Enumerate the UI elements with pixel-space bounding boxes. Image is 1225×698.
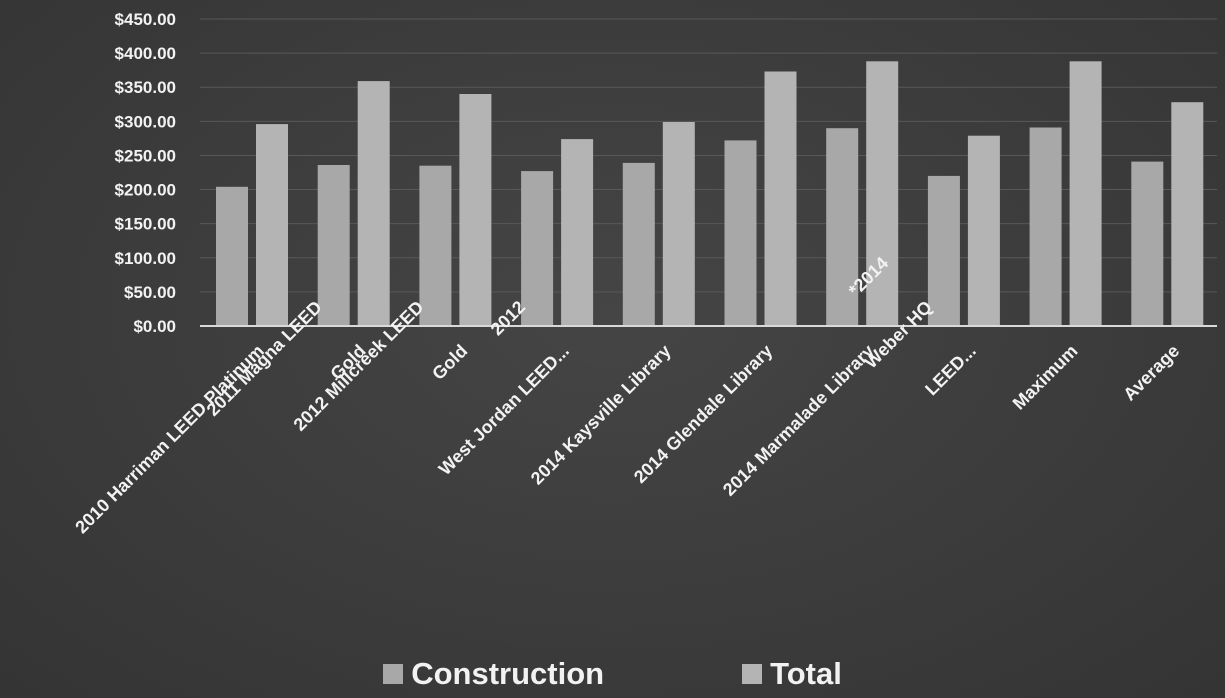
legend-swatch-total: [742, 664, 763, 684]
bar-construction: [419, 165, 452, 326]
bar-construction: [622, 162, 655, 326]
bars: [216, 61, 1204, 327]
bar-total: [866, 61, 899, 327]
bar-total: [967, 135, 1000, 326]
x-tick-label: Average: [1119, 341, 1183, 405]
legend-label-construction: Construction: [411, 656, 605, 691]
bar-total: [256, 124, 288, 326]
bar-construction: [826, 128, 859, 326]
y-tick-label: $150.00: [115, 215, 176, 234]
bar-total: [561, 139, 594, 326]
y-tick-label: $50.00: [124, 283, 176, 302]
y-tick-label: $100.00: [115, 249, 176, 268]
y-tick-label: $0.00: [133, 317, 176, 336]
y-axis-tick-labels: $0.00 $50.00 $100.00 $150.00 $200.00 $250.00 $…: [115, 10, 176, 336]
legend-label-total: Total: [770, 656, 842, 691]
y-tick-label: $250.00: [115, 146, 176, 165]
y-tick-label: $400.00: [115, 44, 176, 63]
y-tick-label: $350.00: [115, 78, 176, 97]
bar-total: [662, 122, 695, 326]
legend-item-total: Total: [742, 656, 842, 692]
legend-item-construction: Construction: [383, 656, 604, 692]
y-tick-label: $200.00: [115, 181, 176, 200]
bar-total: [1069, 61, 1102, 327]
bar-construction: [1029, 127, 1062, 326]
legend: Construction Total: [0, 652, 1225, 696]
bar-construction: [317, 165, 350, 326]
x-tick-label: Gold: [428, 341, 471, 384]
bar-construction: [521, 171, 554, 326]
y-tick-label: $300.00: [115, 112, 176, 131]
bar-construction: [216, 186, 248, 326]
bar-total: [764, 71, 797, 326]
category-label-group: Maximum: [1009, 341, 1082, 414]
category-label-group: Average: [1119, 341, 1183, 405]
bar-construction: [724, 140, 757, 326]
y-tick-label: $450.00: [115, 10, 176, 29]
gridlines: [200, 18, 1217, 293]
x-tick-label: Maximum: [1009, 341, 1082, 414]
bar-total: [459, 94, 492, 326]
bar-construction: [927, 175, 960, 326]
bar-total: [1171, 102, 1204, 326]
legend-swatch-construction: [383, 664, 404, 684]
bar-construction: [1131, 161, 1164, 326]
bar-total: [357, 81, 390, 326]
x-tick-label: LEED...: [921, 341, 980, 400]
